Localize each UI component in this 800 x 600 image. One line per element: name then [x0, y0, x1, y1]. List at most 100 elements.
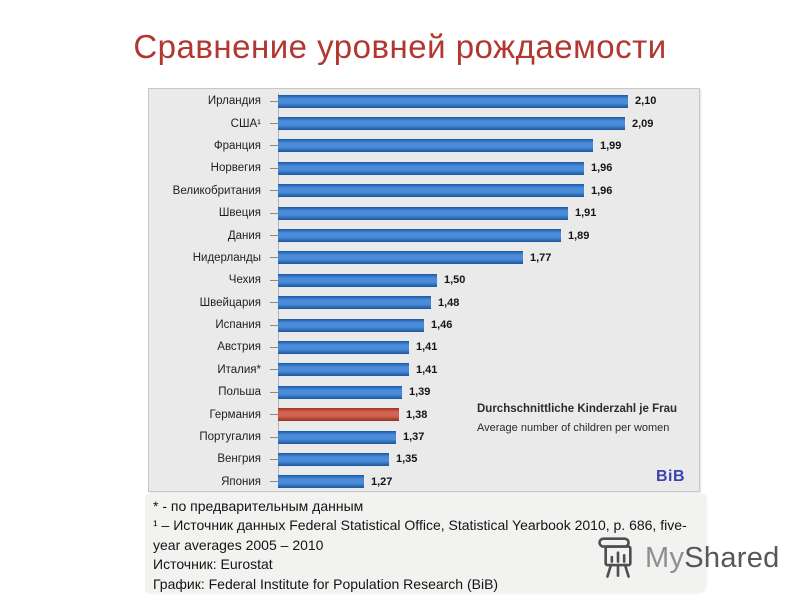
- tick-dash: [270, 212, 278, 214]
- bar: [278, 117, 625, 131]
- value-label: 1,50: [444, 274, 466, 287]
- chart-row: Ирландия 2,10: [149, 90, 699, 112]
- tick-dash: [270, 257, 278, 259]
- bar: [278, 296, 431, 310]
- category-label: Нидерланды: [192, 251, 261, 264]
- tick-mark: [266, 235, 278, 237]
- value-label: 1,39: [409, 386, 431, 399]
- value-label: 1,46: [431, 319, 453, 332]
- category-label: Норвегия: [210, 162, 261, 175]
- tick-dash: [270, 436, 278, 438]
- footnote-source-eurostat: Источник: Eurostat: [153, 556, 273, 573]
- tick-mark: [266, 346, 278, 348]
- chart-row: Португалия 1,37: [149, 426, 699, 448]
- myshared-watermark: MyShared: [596, 533, 780, 583]
- chart-row: Нидерланды 1,77: [149, 247, 699, 269]
- tick-dash: [270, 145, 278, 147]
- tick-dash: [270, 235, 278, 237]
- chart-row: Великобритания 1,96: [149, 180, 699, 202]
- category-label: Чехия: [228, 274, 261, 287]
- footnote-preliminary: * - по предварительным данным: [153, 498, 364, 514]
- category-label: Великобритания: [172, 184, 261, 197]
- category-label: Швейцария: [199, 296, 261, 309]
- footnote-source-usa: ¹ – Источник данных Federal Statistical …: [153, 517, 687, 553]
- bar: [278, 161, 584, 175]
- tick-dash: [270, 346, 278, 348]
- tick-mark: [266, 414, 278, 416]
- bib-logo: BiB: [655, 468, 685, 485]
- chart-annotation: Durchschnittliche Kinderzahl je Frau Ave…: [477, 403, 677, 434]
- bar: [278, 229, 561, 243]
- chart-row: Норвегия 1,96: [149, 157, 699, 179]
- value-label: 1,96: [591, 184, 613, 197]
- tick-dash: [270, 481, 278, 483]
- chart-rows: Ирландия 2,10 США¹ 2,09 Франция 1,99 Норвегия 1…: [149, 90, 699, 493]
- annotation-german: Durchschnittliche Kinderzahl je Frau: [477, 403, 678, 415]
- footnote-chart-credit: График: Federal Institute for Population…: [153, 575, 499, 592]
- tick-dash: [270, 369, 278, 371]
- tick-mark: [266, 257, 278, 259]
- category-label: Польша: [218, 386, 261, 399]
- tick-mark: [266, 302, 278, 304]
- value-label: 1,37: [403, 431, 425, 444]
- chart-row: Германия 1,38: [149, 403, 699, 425]
- value-label: 1,48: [438, 296, 460, 309]
- watermark-text: MyShared: [645, 542, 780, 575]
- category-label: Франция: [213, 139, 261, 152]
- tick-dash: [270, 167, 278, 169]
- bar: [278, 318, 424, 332]
- chart-row: Испания 1,46: [149, 314, 699, 336]
- bar-highlighted: [278, 408, 399, 422]
- chart-row: США¹ 2,09: [149, 112, 699, 134]
- chart-row: Дания 1,89: [149, 224, 699, 246]
- watermark-shared: Shared: [684, 541, 780, 574]
- tick-dash: [270, 458, 278, 460]
- annotation-english: Average number of children per women: [477, 422, 670, 434]
- tick-dash: [270, 324, 278, 326]
- tick-mark: [266, 212, 278, 214]
- value-label: 1,96: [591, 162, 613, 175]
- value-label: 1,91: [575, 207, 597, 220]
- value-label: 1,77: [530, 251, 552, 264]
- category-label: Португалия: [199, 431, 261, 444]
- chart-row: Япония 1,27: [149, 471, 699, 493]
- tick-mark: [266, 123, 278, 125]
- footnote-box: * - по предварительным данным ¹ – Источн…: [145, 494, 706, 593]
- bar: [278, 363, 409, 377]
- bar: [278, 139, 593, 153]
- tick-dash: [270, 414, 278, 416]
- bar: [278, 385, 402, 399]
- bar: [278, 475, 364, 489]
- chart-row: Венгрия 1,35: [149, 448, 699, 470]
- tick-mark: [266, 369, 278, 371]
- fertility-bar-chart: Ирландия 2,10 США¹ 2,09 Франция 1,99 Норвегия 1…: [148, 88, 700, 492]
- value-label: 1,89: [568, 229, 590, 242]
- category-label: Австрия: [217, 341, 261, 354]
- chart-row: Франция 1,99: [149, 135, 699, 157]
- tick-mark: [266, 190, 278, 192]
- category-label: Япония: [221, 475, 261, 488]
- value-label: 1,27: [371, 475, 393, 488]
- tick-mark: [266, 481, 278, 483]
- category-label: Испания: [215, 319, 261, 332]
- tick-mark: [266, 324, 278, 326]
- tick-mark: [266, 436, 278, 438]
- presentation-easel-icon: [598, 537, 632, 578]
- value-label: 1,38: [406, 408, 428, 421]
- value-label: 2,10: [635, 95, 657, 108]
- tick-dash: [270, 190, 278, 192]
- value-label: 1,41: [416, 363, 438, 376]
- tick-mark: [266, 458, 278, 460]
- value-label: 1,35: [396, 453, 418, 466]
- tick-mark: [266, 167, 278, 169]
- bar: [278, 184, 584, 198]
- bar: [278, 340, 409, 354]
- chart-row: Италия* 1,41: [149, 359, 699, 381]
- tick-mark: [266, 391, 278, 393]
- watermark-my: My: [645, 541, 685, 574]
- tick-dash: [270, 123, 278, 125]
- value-label: 1,99: [600, 139, 622, 152]
- category-label: Германия: [209, 408, 261, 421]
- tick-mark: [266, 279, 278, 281]
- category-label: Италия*: [217, 363, 261, 376]
